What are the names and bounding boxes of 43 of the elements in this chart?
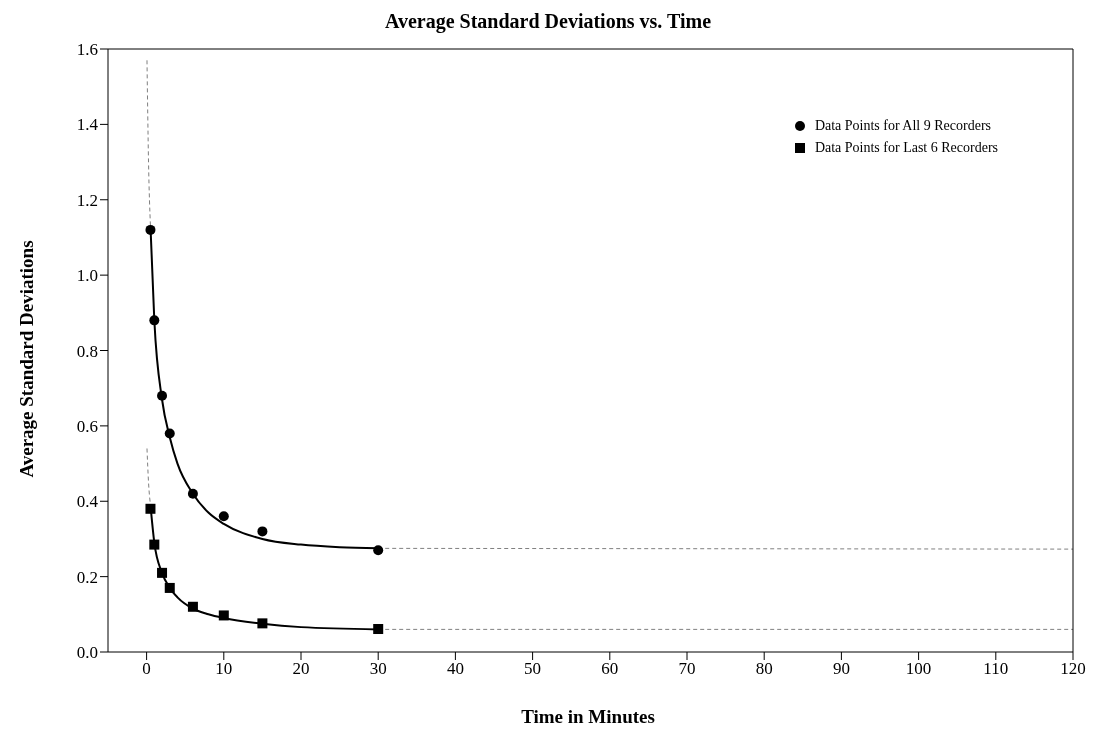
x-tick-label: 50 bbox=[524, 659, 542, 679]
y-tick-label: 0.0 bbox=[76, 643, 98, 663]
point bbox=[145, 503, 156, 514]
point bbox=[164, 428, 175, 439]
y-tick-label: 1.0 bbox=[76, 266, 98, 286]
x-tick-label: 60 bbox=[601, 659, 619, 679]
y-tick-label: 0.2 bbox=[76, 567, 98, 587]
point bbox=[149, 539, 160, 550]
point bbox=[373, 545, 384, 556]
point bbox=[157, 390, 168, 401]
point bbox=[187, 488, 198, 499]
y-tick-label: 1.4 bbox=[76, 115, 99, 135]
point bbox=[218, 610, 229, 621]
y-tick-label: 0.8 bbox=[76, 341, 98, 361]
x-tick-label: 0 bbox=[142, 659, 151, 679]
y-tick-label: 1.2 bbox=[76, 190, 98, 210]
x-tick-label: 30 bbox=[369, 659, 387, 679]
x-tick-label: 40 bbox=[446, 659, 464, 679]
point bbox=[145, 224, 156, 235]
point bbox=[187, 601, 198, 612]
point bbox=[257, 526, 268, 537]
legend-label: Data Points for All 9 Recorders bbox=[814, 118, 992, 134]
point bbox=[149, 315, 160, 326]
y-tick-label: 1.6 bbox=[76, 40, 98, 60]
legend-label: Data Points for Last 6 Recorders bbox=[814, 140, 998, 156]
chart-title: Average Standard Deviations vs. Time bbox=[383, 10, 713, 33]
x-axis-title: Time in Minutes bbox=[520, 706, 656, 728]
y-axis-title: Average Standard Deviations bbox=[16, 239, 38, 480]
x-tick-label: 110 bbox=[983, 659, 1009, 679]
x-tick-label: 80 bbox=[755, 659, 773, 679]
point bbox=[157, 567, 168, 578]
x-tick-label: 90 bbox=[832, 659, 850, 679]
point bbox=[257, 618, 268, 629]
x-tick-label: 100 bbox=[905, 659, 932, 679]
x-tick-label: 70 bbox=[678, 659, 696, 679]
y-tick-label: 0.6 bbox=[76, 416, 98, 436]
x-tick-label: 10 bbox=[215, 659, 233, 679]
y-tick-label: 0.4 bbox=[76, 492, 99, 512]
x-tick-label: 20 bbox=[292, 659, 310, 679]
point bbox=[373, 624, 384, 635]
point bbox=[164, 582, 175, 593]
point bbox=[218, 511, 229, 522]
x-tick-label: 120 bbox=[1060, 659, 1086, 679]
